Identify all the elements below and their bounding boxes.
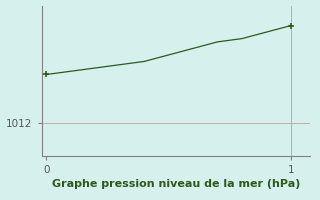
X-axis label: Graphe pression niveau de la mer (hPa): Graphe pression niveau de la mer (hPa)	[52, 179, 300, 189]
